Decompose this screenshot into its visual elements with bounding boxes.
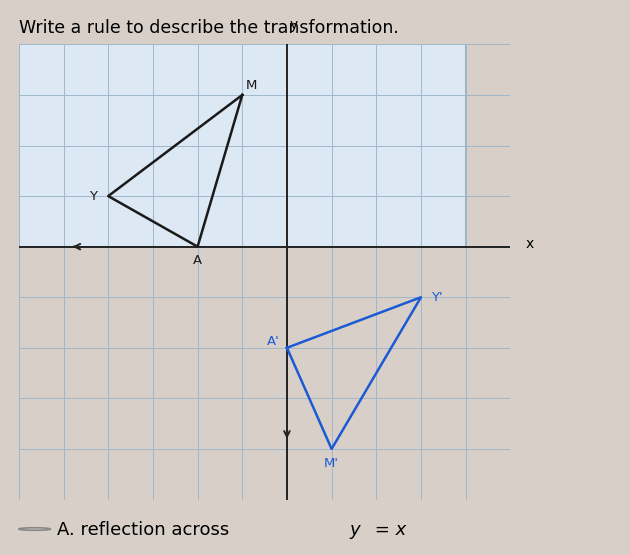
Text: = x: = x [369, 521, 406, 539]
Bar [19, 44, 466, 246]
Text: y: y [290, 18, 298, 32]
Text: A: A [193, 254, 202, 268]
Text: M: M [246, 79, 257, 92]
Text: Y': Y' [431, 291, 442, 304]
Text: Y: Y [89, 190, 96, 203]
Text: Write a rule to describe the transformation.: Write a rule to describe the transformat… [19, 19, 399, 37]
Text: y: y [350, 521, 360, 539]
Text: A': A' [267, 335, 280, 348]
Text: x: x [526, 237, 534, 251]
Text: M': M' [324, 457, 339, 470]
Text: A. reflection across: A. reflection across [57, 521, 235, 539]
